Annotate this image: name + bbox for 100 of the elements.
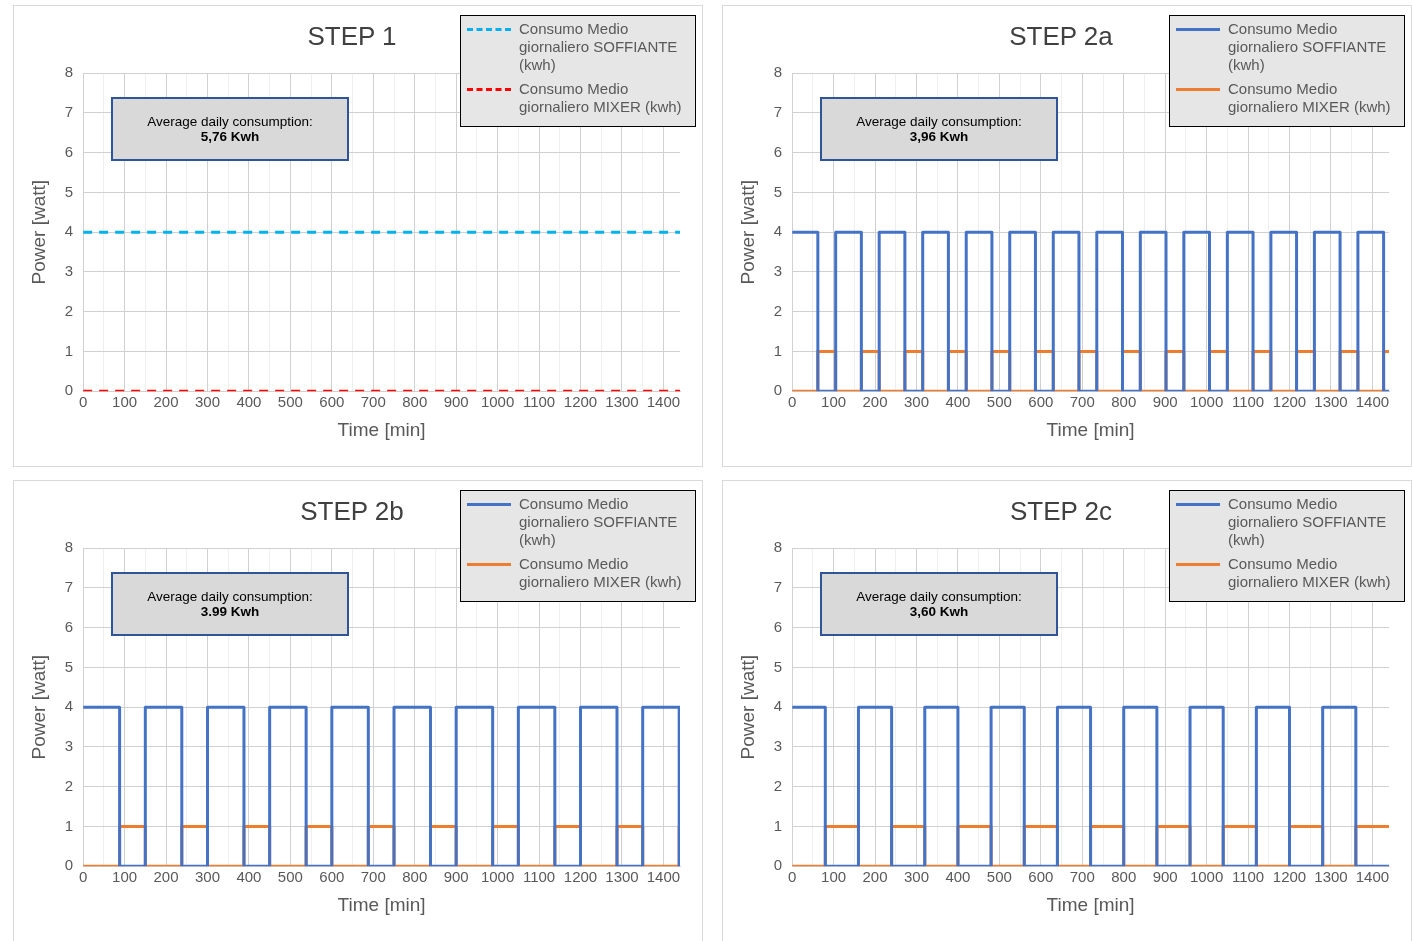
x-tick-label: 100: [821, 868, 847, 886]
x-tick-label: 1300: [605, 868, 639, 886]
x-tick-label: 300: [903, 393, 929, 411]
y-tick-label: 2: [64, 301, 74, 319]
x-tick-label: 500: [986, 393, 1012, 411]
x-tick-label: 200: [153, 868, 179, 886]
x-tick-label: 1300: [1314, 868, 1348, 886]
x-tick-label: 500: [986, 868, 1012, 886]
y-tick-label: 5: [64, 657, 74, 675]
legend-label: Consumo Medio giornaliero SOFFIANTE (kwh): [519, 495, 679, 549]
x-tick-label: 400: [945, 393, 971, 411]
y-axis-title: Power [watt]: [27, 654, 49, 760]
legend-label: Consumo Medio giornaliero SOFFIANTE (kwh): [1228, 495, 1388, 549]
x-tick-label: 300: [194, 393, 220, 411]
x-tick-label: 200: [862, 393, 888, 411]
y-tick-label: 4: [773, 697, 783, 715]
y-tick-label: 4: [773, 222, 783, 240]
y-tick-label: 0: [773, 381, 783, 399]
x-tick-label: 900: [1152, 868, 1178, 886]
chart-title: STEP 1: [307, 20, 397, 51]
x-tick-label: 700: [1069, 868, 1095, 886]
y-tick-label: 6: [64, 617, 74, 635]
x-tick-label: 1300: [1314, 393, 1348, 411]
y-tick-label: 8: [64, 538, 74, 556]
y-tick-label: 1: [773, 816, 783, 834]
y-tick-label: 6: [64, 142, 74, 160]
x-axis-title: Time [min]: [1046, 418, 1135, 440]
y-tick-label: 0: [64, 381, 74, 399]
x-tick-label: 1200: [563, 393, 598, 411]
legend-label: Consumo Medio giornaliero MIXER (kwh): [519, 80, 683, 116]
y-tick-label: 0: [773, 856, 783, 874]
x-tick-label: 600: [1028, 393, 1054, 411]
x-tick-label: 900: [1152, 393, 1178, 411]
y-tick-label: 0: [64, 856, 74, 874]
x-tick-label: 0: [78, 868, 88, 886]
x-tick-label: 1200: [1272, 868, 1307, 886]
x-tick-label: 100: [112, 868, 138, 886]
y-tick-label: 1: [64, 341, 74, 359]
x-tick-label: 400: [236, 868, 262, 886]
y-tick-label: 7: [64, 103, 74, 121]
y-axis-title: Power [watt]: [736, 179, 758, 285]
x-tick-label: 0: [787, 868, 797, 886]
y-tick-label: 2: [773, 301, 783, 319]
x-tick-label: 700: [360, 868, 386, 886]
y-tick-label: 6: [773, 142, 783, 160]
x-tick-label: 600: [1028, 868, 1054, 886]
x-tick-label: 400: [945, 868, 971, 886]
x-tick-label: 1000: [480, 393, 515, 411]
legend-label: Consumo Medio giornaliero SOFFIANTE (kwh): [1228, 20, 1388, 74]
note-box: Average daily consumption: 3,60 Kwh: [820, 572, 1058, 636]
x-tick-label: 0: [78, 393, 88, 411]
y-tick-label: 7: [64, 578, 74, 596]
x-tick-label: 500: [277, 868, 303, 886]
x-tick-label: 1200: [563, 868, 598, 886]
chart-title: STEP 2c: [1009, 495, 1113, 526]
x-tick-label: 0: [787, 393, 797, 411]
y-tick-label: 4: [64, 697, 74, 715]
x-tick-label: 1100: [1231, 393, 1265, 411]
x-tick-label: 600: [319, 393, 345, 411]
annotation: Average daily consumption: 5,76 Kwh: [146, 114, 314, 144]
x-tick-label: 600: [319, 868, 345, 886]
x-tick-label: 700: [1069, 393, 1095, 411]
x-tick-label: 1100: [522, 868, 556, 886]
y-axis-title: Power [watt]: [27, 179, 49, 285]
y-tick-label: 8: [773, 538, 783, 556]
x-tick-label: 900: [443, 868, 469, 886]
y-tick-label: 3: [773, 262, 783, 280]
x-tick-label: 300: [194, 868, 220, 886]
x-tick-label: 800: [402, 393, 428, 411]
x-tick-label: 800: [1111, 868, 1137, 886]
x-axis-title: Time [min]: [337, 893, 426, 915]
x-tick-label: 1100: [1231, 868, 1265, 886]
y-tick-label: 3: [773, 737, 783, 755]
note-box: Average daily consumption: 3.99 Kwh: [111, 572, 349, 636]
x-tick-label: 200: [153, 393, 179, 411]
legend-label: Consumo Medio giornaliero MIXER (kwh): [1228, 80, 1392, 116]
y-tick-label: 8: [773, 63, 783, 81]
x-tick-label: 300: [903, 868, 929, 886]
y-tick-label: 5: [773, 182, 783, 200]
x-tick-label: 500: [277, 393, 303, 411]
y-tick-label: 5: [64, 182, 74, 200]
chart-title: STEP 2b: [300, 495, 404, 526]
x-tick-label: 800: [402, 868, 428, 886]
y-tick-label: 8: [64, 63, 74, 81]
y-tick-label: 2: [64, 776, 74, 794]
x-tick-label: 1000: [1189, 868, 1224, 886]
y-tick-label: 4: [64, 222, 74, 240]
chart-title: STEP 2a: [1009, 20, 1114, 51]
annotation: Average daily consumption: 3,96 Kwh: [855, 114, 1023, 144]
y-tick-label: 7: [773, 103, 783, 121]
x-tick-label: 1300: [605, 393, 639, 411]
y-tick-label: 3: [64, 262, 74, 280]
legend-label: Consumo Medio giornaliero SOFFIANTE (kwh): [519, 20, 679, 74]
x-axis-title: Time [min]: [337, 418, 426, 440]
x-tick-label: 200: [862, 868, 888, 886]
x-tick-label: 900: [443, 393, 469, 411]
y-tick-label: 1: [64, 816, 74, 834]
y-tick-label: 3: [64, 737, 74, 755]
y-tick-label: 7: [773, 578, 783, 596]
note-box: Average daily consumption: 3,96 Kwh: [820, 97, 1058, 161]
